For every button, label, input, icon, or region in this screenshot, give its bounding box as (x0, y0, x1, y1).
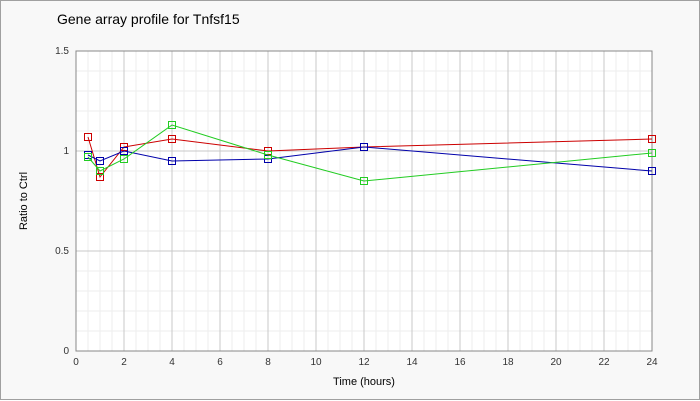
data-point-marker[interactable] (96, 167, 104, 175)
data-point-marker[interactable] (96, 173, 104, 181)
x-axis-label: Time (hours) (333, 376, 395, 388)
x-tick-label: 18 (502, 357, 514, 368)
y-tick-label: 0 (63, 346, 69, 357)
data-point-marker[interactable] (648, 135, 656, 143)
data-point-marker[interactable] (360, 143, 368, 151)
x-tick-label: 10 (310, 357, 322, 368)
data-point-marker[interactable] (648, 149, 656, 157)
chart-title: Gene array profile for Tnfsf15 (57, 11, 240, 27)
x-tick-label: 24 (646, 357, 658, 368)
series-line (87, 146, 653, 172)
series-3 (84, 121, 656, 185)
x-tick-label: 6 (217, 357, 223, 368)
data-point-marker[interactable] (168, 157, 176, 165)
x-tick-label: 14 (406, 357, 418, 368)
plot-area-border (75, 50, 653, 352)
data-point-marker[interactable] (648, 167, 656, 175)
data-point-marker[interactable] (168, 121, 176, 129)
data-point-marker[interactable] (360, 177, 368, 185)
x-tick-label: 0 (73, 357, 79, 368)
x-tick-label: 4 (169, 357, 175, 368)
y-tick-label: 0.5 (55, 246, 69, 257)
x-tick-label: 8 (265, 357, 271, 368)
data-point-marker[interactable] (168, 135, 176, 143)
x-tick-label: 12 (358, 357, 370, 368)
series-line (87, 124, 653, 182)
y-tick-label: 1 (63, 146, 69, 157)
y-tick-label: 1.5 (55, 46, 69, 57)
x-tick-label: 20 (550, 357, 562, 368)
x-tick-label: 16 (454, 357, 466, 368)
grid (75, 50, 653, 352)
data-point-marker[interactable] (120, 147, 128, 155)
data-point-marker[interactable] (120, 155, 128, 163)
data-point-marker[interactable] (84, 133, 92, 141)
data-point-marker[interactable] (84, 153, 92, 161)
data-point-marker[interactable] (96, 157, 104, 165)
series-group (84, 121, 656, 185)
x-tick-label: 2 (121, 357, 127, 368)
data-point-marker[interactable] (264, 151, 272, 159)
y-axis-label: Ratio to Ctrl (18, 172, 30, 230)
x-tick-label: 22 (598, 357, 610, 368)
